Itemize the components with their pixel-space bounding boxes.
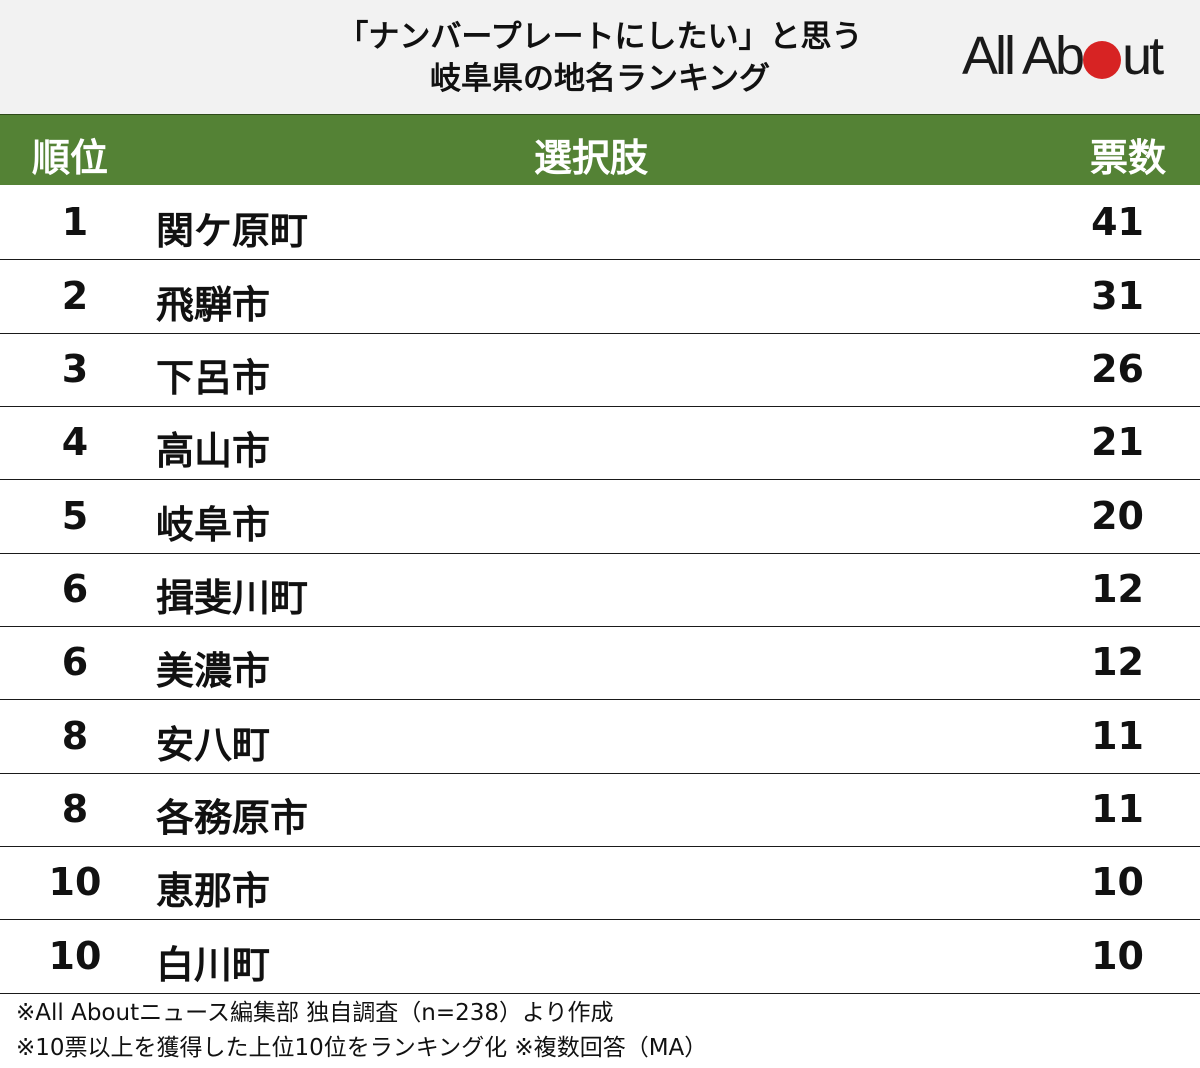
column-header-choice: 選択肢 [534, 136, 649, 180]
table-row: 5 岐阜市 20 [0, 480, 1200, 554]
votes-cell: 41 [1091, 200, 1144, 244]
votes-cell: 20 [1091, 494, 1144, 538]
rank-cell: 1 [61, 200, 89, 244]
choice-cell: 各務原市 [156, 796, 309, 840]
votes-cell: 12 [1091, 567, 1144, 611]
table-row: 2 飛騨市 31 [0, 260, 1200, 334]
logo-text-right: ut [1122, 26, 1164, 86]
votes-cell: 10 [1091, 860, 1144, 904]
table-row: 10 白川町 10 [0, 920, 1200, 994]
rank-cell: 6 [61, 567, 89, 611]
footnote-1: ※All Aboutニュース編集部 独自調査（n=238）より作成 [16, 1000, 614, 1026]
table-row: 10 恵那市 10 [0, 846, 1200, 920]
choice-cell: 下呂市 [156, 356, 271, 400]
header: 「ナンバープレートにしたい」と思う 岐阜県の地名ランキング All Ab ut [0, 0, 1200, 115]
votes-cell: 11 [1091, 714, 1144, 758]
votes-cell: 11 [1091, 787, 1144, 831]
choice-cell: 高山市 [156, 429, 271, 473]
title-line-2: 岐阜県の地名ランキング [429, 61, 771, 97]
choice-cell: 安八町 [156, 723, 271, 767]
choice-cell: 岐阜市 [156, 503, 271, 547]
choice-cell: 恵那市 [156, 869, 271, 913]
logo-red-dot-icon [1083, 41, 1122, 79]
table-row: 1 関ケ原町 41 [0, 186, 1200, 260]
rank-cell: 10 [48, 934, 102, 978]
allabout-logo: All Ab ut [962, 26, 1164, 86]
choice-cell: 白川町 [156, 943, 271, 987]
choice-cell: 関ケ原町 [156, 209, 309, 253]
column-header-votes: 票数 [1089, 136, 1166, 180]
rank-cell: 2 [61, 274, 89, 318]
footnote-2: ※10票以上を獲得した上位10位をランキング化 ※複数回答（MA） [16, 1035, 708, 1061]
rank-cell: 6 [61, 640, 89, 684]
rank-cell: 10 [48, 860, 102, 904]
table-header: 順位 選択肢 票数 [0, 115, 1200, 185]
rank-cell: 4 [61, 420, 89, 464]
votes-cell: 31 [1091, 274, 1144, 318]
votes-cell: 26 [1091, 347, 1144, 391]
title-line-1: 「ナンバープレートにしたい」と思う [337, 19, 863, 55]
votes-cell: 10 [1091, 934, 1144, 978]
footnotes: ※All Aboutニュース編集部 独自調査（n=238）より作成 ※10票以上… [16, 996, 707, 1066]
rank-cell: 8 [61, 714, 89, 758]
table-row: 8 安八町 11 [0, 700, 1200, 774]
rank-cell: 8 [61, 787, 89, 831]
choice-cell: 美濃市 [156, 649, 271, 693]
choice-cell: 飛騨市 [156, 283, 271, 327]
choice-cell: 揖斐川町 [156, 576, 309, 620]
rank-cell: 5 [61, 494, 89, 538]
table-row: 6 美濃市 12 [0, 626, 1200, 700]
table-row: 6 揖斐川町 12 [0, 553, 1200, 627]
table-row: 4 高山市 21 [0, 406, 1200, 480]
table-row: 8 各務原市 11 [0, 773, 1200, 847]
rank-cell: 3 [61, 347, 89, 391]
column-header-rank: 順位 [32, 136, 109, 180]
votes-cell: 21 [1091, 420, 1144, 464]
votes-cell: 12 [1091, 640, 1144, 684]
table-row: 3 下呂市 26 [0, 333, 1200, 407]
logo-text-left: All Ab [962, 26, 1085, 86]
chart-title: 「ナンバープレートにしたい」と思う 岐阜県の地名ランキング [300, 16, 900, 100]
